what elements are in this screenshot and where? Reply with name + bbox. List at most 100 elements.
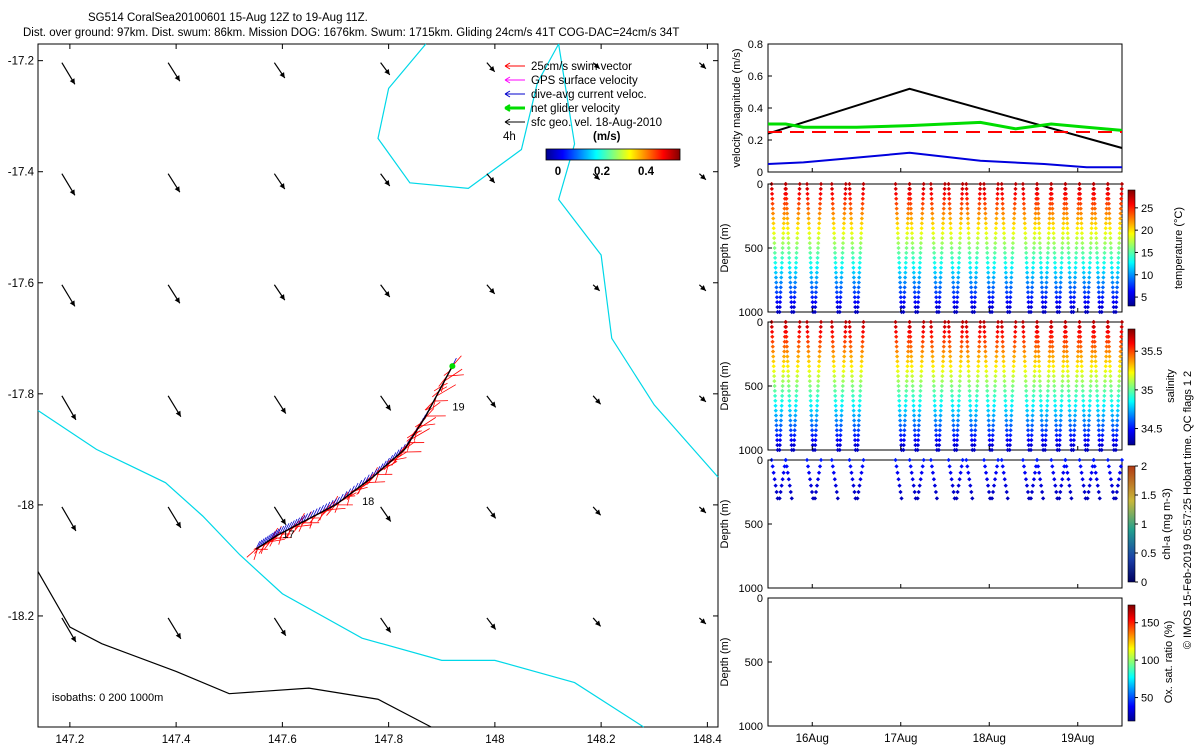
profile-sample — [1052, 260, 1058, 265]
profile-sample — [1072, 275, 1078, 280]
profile-sample — [898, 300, 904, 305]
profile-sample — [795, 231, 800, 236]
profile-sample — [1036, 470, 1042, 475]
profile-sample — [784, 339, 789, 344]
profile-sample — [1078, 339, 1083, 344]
map-x-ticks: 147.2 147.4 147.6 147.8 148 148.2 148.4 — [55, 44, 722, 746]
profile-sample — [818, 191, 823, 196]
colorbar-tick-label: 35.5 — [1141, 346, 1162, 358]
profile-sample — [976, 226, 981, 231]
profile-sample — [848, 211, 854, 216]
profile-sample — [794, 240, 800, 246]
profile-sample — [1021, 329, 1026, 334]
profile-sample — [975, 369, 981, 374]
sfc-velocity-vector — [592, 173, 601, 181]
profile-sample — [984, 477, 990, 482]
profile-sample — [975, 240, 980, 246]
profile-sample — [837, 447, 842, 453]
profile-sample — [1090, 211, 1095, 216]
profile-sample — [941, 349, 946, 354]
profile-sample — [769, 191, 775, 196]
profile-sample — [812, 447, 818, 453]
profile-sample — [831, 369, 837, 374]
profile-sample — [1038, 403, 1044, 408]
profile-sample — [1088, 388, 1093, 394]
profile-sample — [1001, 231, 1007, 236]
profile-sample — [1046, 231, 1051, 236]
profile-sample — [967, 388, 972, 394]
profile-sample — [1004, 285, 1009, 290]
profile-sample — [957, 477, 962, 482]
profile-sample — [910, 236, 915, 241]
sfc-vector-head — [70, 524, 76, 531]
profile-sample — [817, 349, 822, 354]
profile-sample — [1116, 393, 1121, 398]
profile-sample — [908, 344, 913, 349]
depth-tick-label: 500 — [745, 657, 763, 669]
profile-sample — [1108, 369, 1113, 374]
profile-sample — [917, 398, 923, 403]
profile-sample — [1110, 418, 1115, 423]
profile-sample — [986, 285, 991, 290]
profile-sample — [955, 285, 960, 290]
profile-sample — [1117, 369, 1122, 374]
isobath-0m-line — [37, 409, 644, 728]
profile-sample — [992, 398, 997, 403]
profile-sample — [1031, 393, 1036, 398]
profile-sample — [780, 383, 785, 389]
profile-sample — [995, 186, 1000, 192]
profile-sample — [1062, 206, 1067, 211]
profile-sample — [774, 295, 780, 300]
map-legend: 25cm/s swim vector GPS surface velocity … — [503, 61, 681, 178]
swim-vector — [433, 385, 442, 392]
sfc-velocity-vector — [273, 617, 287, 637]
profile-sample — [1037, 374, 1042, 379]
profile-sample — [985, 393, 990, 398]
profile-sample — [897, 270, 902, 275]
profile-sample — [1000, 344, 1005, 349]
profile-sample — [1077, 329, 1083, 334]
profile-sample — [901, 442, 906, 448]
profile-sample — [1119, 324, 1124, 330]
profile-sample — [856, 280, 862, 285]
profile-sample — [1086, 418, 1092, 423]
profile-sample — [794, 255, 799, 260]
profile-sample — [1064, 354, 1070, 359]
profile-sample — [1119, 196, 1124, 201]
profile-sample — [1044, 285, 1049, 290]
profile-sample — [793, 403, 798, 408]
sfc-vector-head — [489, 65, 495, 72]
profile-sample — [920, 196, 926, 201]
profile-sample — [1118, 216, 1123, 221]
profile-sample — [896, 250, 901, 256]
profile-sample — [855, 438, 861, 443]
profile-sample — [903, 275, 908, 280]
profile-sample — [770, 206, 775, 211]
profile-sample — [1021, 186, 1026, 192]
legend-sfc-label: sfc geo. vel. 18-Aug-2010 — [531, 117, 662, 129]
profile-sample — [972, 442, 977, 448]
profile-sample — [1008, 295, 1013, 300]
profile-sample — [1037, 477, 1043, 482]
profile-sample — [915, 447, 920, 453]
profile-sample — [839, 260, 845, 265]
profile-sample — [1054, 423, 1059, 428]
time-tick-label: 19Aug — [1061, 733, 1094, 745]
profile-sample — [834, 489, 839, 495]
profile-sample — [1022, 349, 1027, 354]
profile-sample — [902, 285, 907, 290]
profile-sample — [907, 324, 913, 330]
profile-sample — [859, 349, 865, 354]
profile-sample — [902, 295, 907, 300]
profile-sample — [1115, 403, 1121, 408]
profile-sample — [1074, 378, 1079, 384]
sfc-velocity-vector — [698, 506, 707, 514]
sfc-velocity-vector — [61, 62, 76, 85]
profile-sample — [912, 280, 917, 285]
profile-sample — [1005, 300, 1010, 305]
dac-vector — [266, 534, 271, 543]
profile-sample — [1088, 236, 1094, 241]
profile-sample — [786, 250, 792, 256]
profile-sample — [786, 240, 791, 246]
